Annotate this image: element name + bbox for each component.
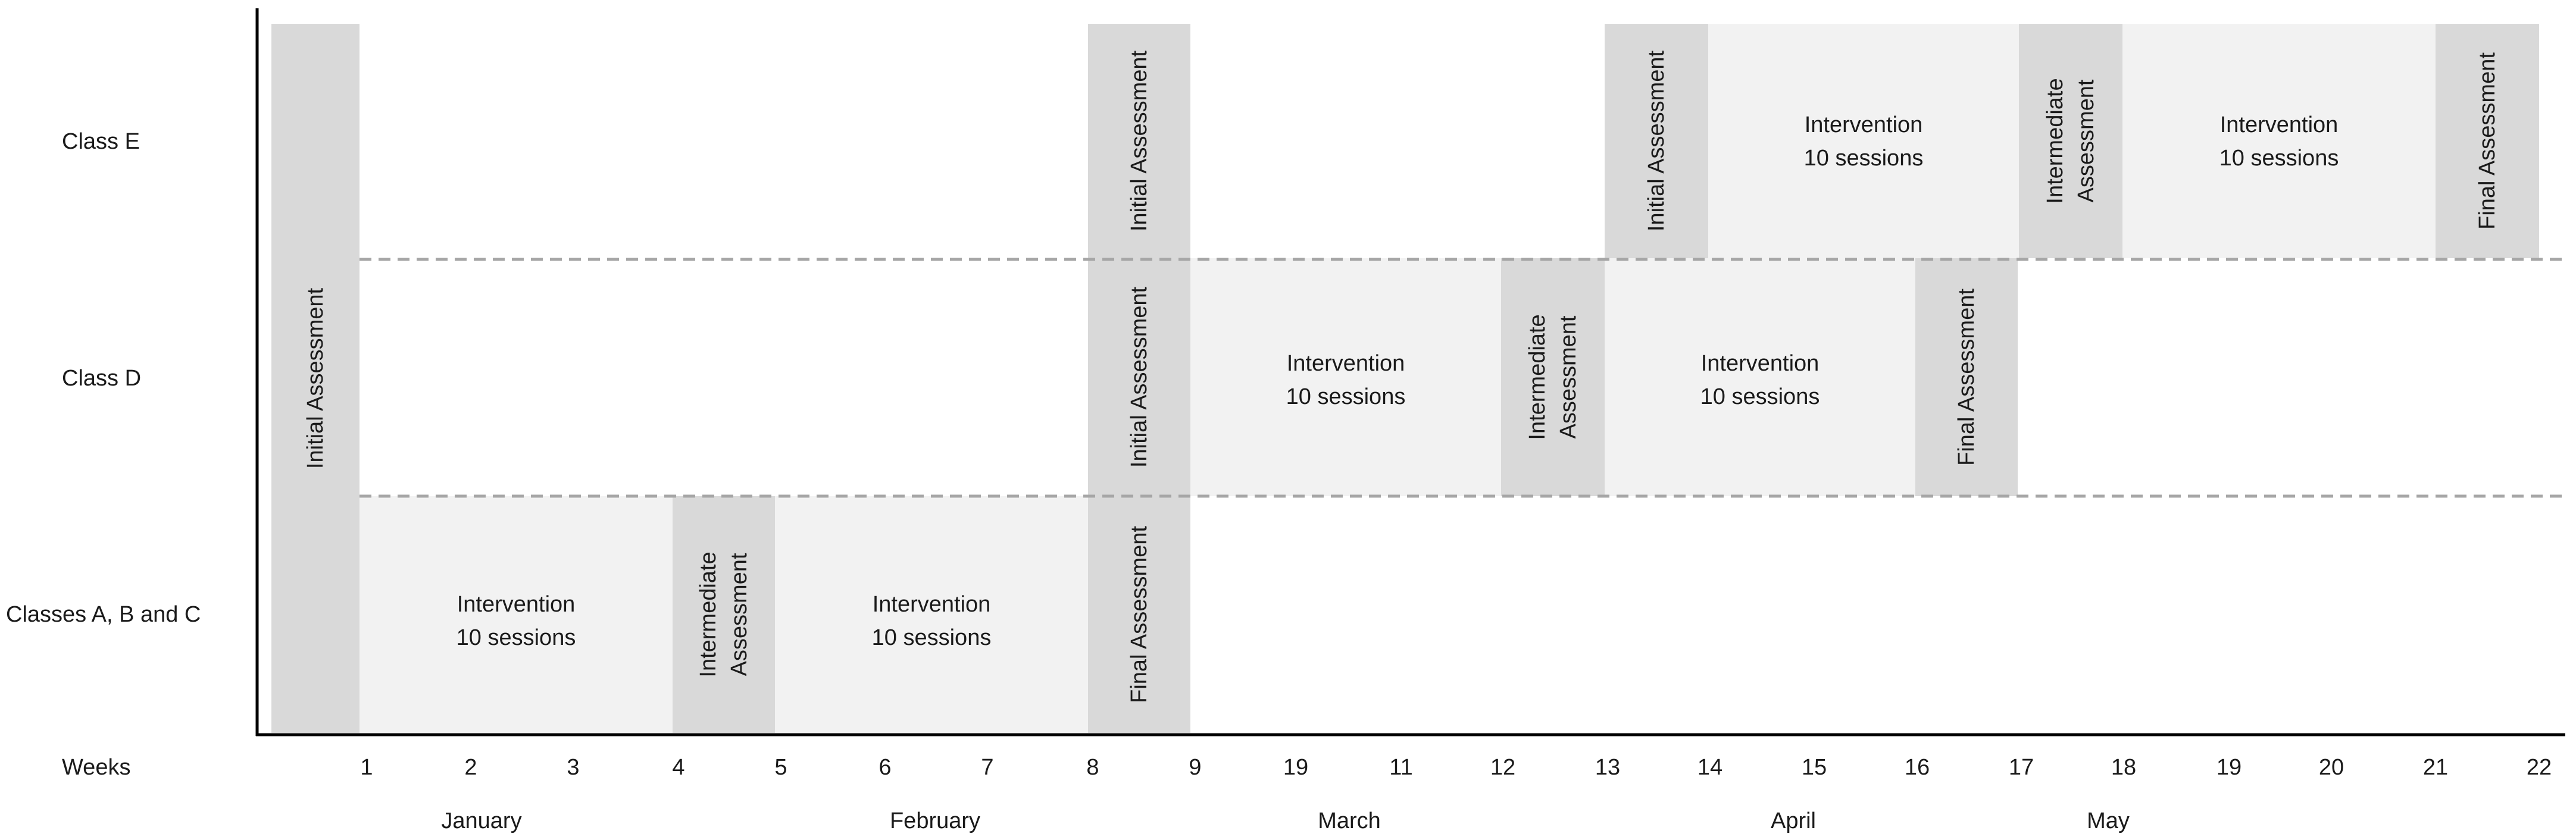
label-d-intervention-1-line2: 10 sessions: [1286, 384, 1406, 409]
abc-final-assessment-block: [1088, 496, 1190, 733]
label-d-intermediate-line2: Assessment: [1556, 315, 1581, 438]
week-label: 1: [360, 755, 373, 780]
label-e-final-text: Final Assessment: [2475, 52, 2500, 230]
month-label-april: April: [1771, 808, 1816, 833]
d-initial-assessment-block: [1088, 258, 1190, 496]
d-intervention-block-2: [1605, 258, 1915, 496]
label-initial-all: Initial Assessment: [303, 287, 328, 469]
label-abc-intervention-1-line1: Intervention: [457, 592, 576, 617]
week-label: 19: [2217, 755, 2242, 780]
row-label-class-e: Class E: [62, 129, 140, 154]
label-e-initial-early: Initial Assessment: [1127, 50, 1152, 231]
label-abc-final: Final Assessment: [1127, 526, 1152, 703]
label-abc-intermediate-line1: Intermediate: [696, 551, 721, 677]
label-d-intermediate-line1: Intermediate: [1525, 314, 1550, 440]
label-abc-intervention-1-line2: 10 sessions: [457, 625, 576, 650]
e-intermediate-assessment-block: [2019, 24, 2122, 258]
label-d-intervention-2-line1: Intervention: [1701, 351, 1820, 376]
label-e-intervention-1-line1: Intervention: [1805, 112, 1923, 137]
month-label-may: May: [2087, 808, 2130, 833]
week-label: 2: [464, 755, 477, 780]
week-label: 8: [1086, 755, 1099, 780]
e-final-assessment-block: [2436, 24, 2539, 258]
week-label: 16: [1905, 755, 1930, 780]
label-d-final-text: Final Assessment: [1954, 289, 1979, 466]
d-intermediate-assessment-block: [1501, 258, 1605, 496]
week-label: 7: [981, 755, 993, 780]
month-label-march: March: [1318, 808, 1381, 833]
month-label-january: January: [441, 808, 521, 833]
label-d-final: Final Assessment: [1954, 289, 1979, 466]
label-abc-intervention-2-line2: 10 sessions: [872, 625, 992, 650]
week-label: 5: [774, 755, 787, 780]
label-e-initial-early-text: Initial Assessment: [1127, 50, 1152, 231]
row-label-classes-abc: Classes A, B and C: [6, 602, 201, 627]
label-e-final: Final Assessment: [2475, 52, 2500, 230]
week-label: 13: [1595, 755, 1620, 780]
d-final-assessment-block: [1915, 258, 2018, 496]
d-intervention-block-1: [1190, 258, 1501, 496]
label-d-intervention-1-line1: Intervention: [1287, 351, 1405, 376]
initial-assessment-block-all-classes: [271, 24, 359, 733]
week-label: 21: [2423, 755, 2448, 780]
abc-intermediate-assessment-block: [673, 496, 775, 733]
week-label: 18: [2111, 755, 2136, 780]
label-d-intervention-2-line2: 10 sessions: [1700, 384, 1820, 409]
week-label: 11: [1389, 755, 1412, 780]
label-abc-final-text: Final Assessment: [1127, 526, 1152, 703]
label-d-intermediate: Intermediate Assessment: [1525, 314, 1581, 440]
week-label: 22: [2527, 755, 2552, 780]
label-e-intervention-2-line1: Intervention: [2220, 112, 2339, 137]
label-abc-intermediate-line2: Assessment: [727, 553, 752, 676]
label-e-intermediate: Intermediate Assessment: [2043, 78, 2099, 203]
abc-intervention-block-1: [359, 496, 673, 733]
label-abc-intervention-2-line1: Intervention: [873, 592, 991, 617]
e-initial-assessment-block-early: [1088, 24, 1190, 258]
month-label-february: February: [890, 808, 980, 833]
month-labels: January February March April May: [441, 808, 2130, 833]
weeks-axis-title: Weeks: [62, 755, 130, 780]
label-abc-intermediate: Intermediate Assessment: [696, 551, 752, 677]
e-intervention-block-2: [2122, 24, 2436, 258]
label-e-intermediate-line1: Intermediate: [2043, 78, 2068, 203]
week-label: 15: [1802, 755, 1827, 780]
label-initial-all-text: Initial Assessment: [303, 287, 328, 469]
week-label: 4: [672, 755, 684, 780]
week-label: 9: [1189, 755, 1201, 780]
week-label: 3: [567, 755, 579, 780]
week-tick-labels: 1 2 3 4 5 6 7 8 9 19 11 12 13 14 15 16 1…: [360, 755, 2552, 780]
abc-intervention-block-2: [775, 496, 1088, 733]
label-e-intervention-1-line2: 10 sessions: [1804, 146, 1924, 171]
label-e-initial: Initial Assessment: [1644, 50, 1669, 231]
week-label: 19: [1283, 755, 1308, 780]
label-e-intervention-2-line2: 10 sessions: [2219, 146, 2339, 171]
week-label: 20: [2319, 755, 2344, 780]
week-label: 17: [2009, 755, 2034, 780]
row-label-class-d: Class D: [62, 366, 141, 391]
label-e-intermediate-line2: Assessment: [2074, 79, 2099, 202]
label-e-initial-text: Initial Assessment: [1644, 50, 1669, 231]
label-d-initial-text: Initial Assessment: [1127, 286, 1152, 468]
e-intervention-block-1: [1708, 24, 2019, 258]
week-label: 14: [1697, 755, 1722, 780]
e-initial-assessment-block: [1605, 24, 1708, 258]
label-d-initial: Initial Assessment: [1127, 286, 1152, 468]
week-label: 6: [879, 755, 891, 780]
week-label: 12: [1490, 755, 1515, 780]
